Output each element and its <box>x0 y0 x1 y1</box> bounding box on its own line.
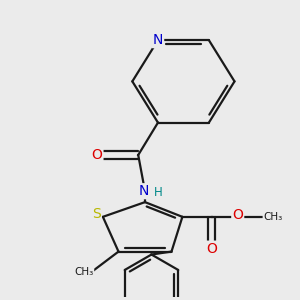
Text: O: O <box>92 148 102 162</box>
Text: N: N <box>138 184 149 198</box>
Text: O: O <box>206 242 217 256</box>
Text: S: S <box>92 208 101 221</box>
Text: N: N <box>153 33 163 47</box>
Text: O: O <box>232 208 243 222</box>
Text: CH₃: CH₃ <box>74 267 93 277</box>
Text: H: H <box>154 186 163 199</box>
Text: CH₃: CH₃ <box>263 212 283 222</box>
